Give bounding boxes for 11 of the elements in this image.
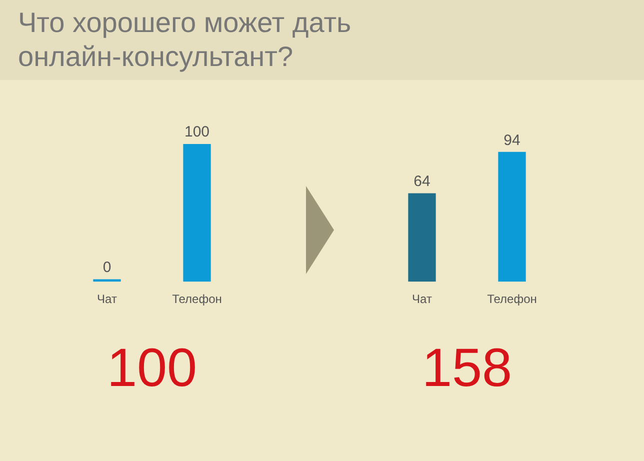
- data-label: 100: [184, 124, 210, 141]
- data-label: 94: [504, 132, 520, 149]
- chart-title: Что хорошего может дать онлайн-консультант?: [18, 6, 352, 74]
- x-tick-label: Телефон: [172, 292, 222, 306]
- data-label: 0: [102, 259, 112, 276]
- text: 158: [420, 338, 514, 398]
- x-tick-label: Чат: [97, 292, 118, 306]
- text: 100: [106, 338, 198, 398]
- x-tick-label: Чат: [412, 292, 432, 306]
- x-tick-label: Телефон: [487, 292, 537, 306]
- data-label: 64: [414, 173, 430, 190]
